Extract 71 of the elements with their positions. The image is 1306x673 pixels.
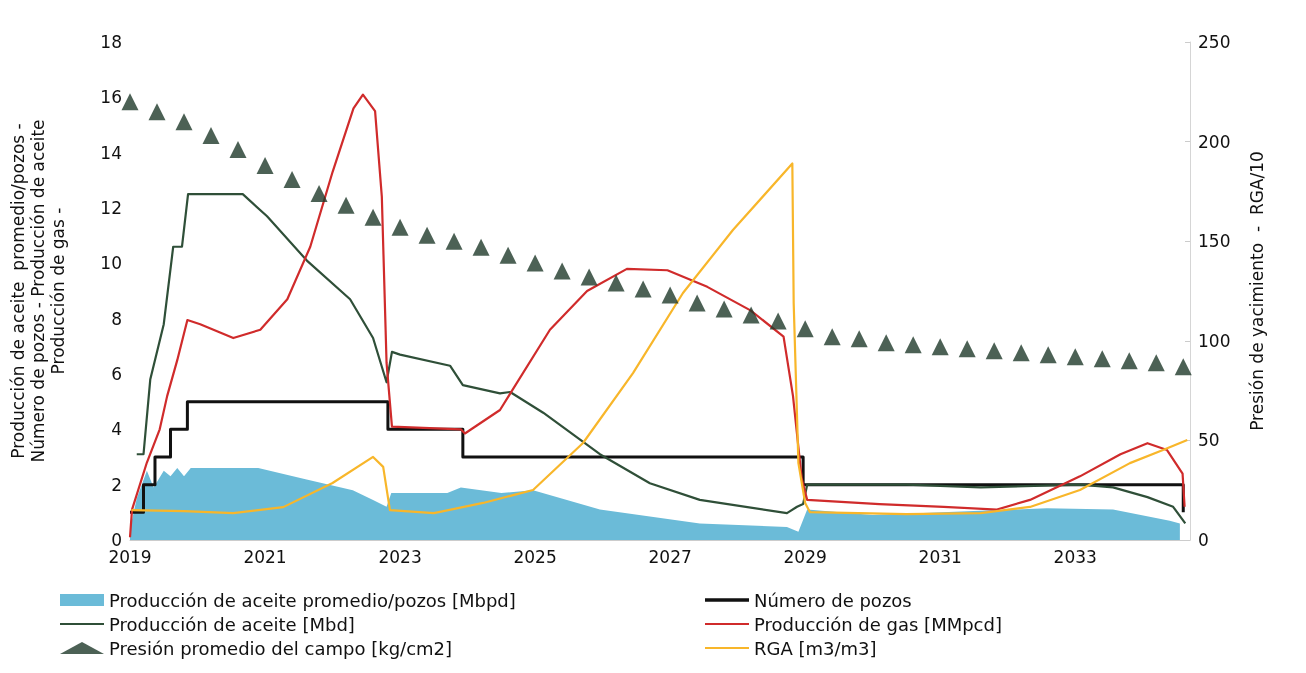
point — [337, 196, 355, 214]
point — [1093, 350, 1111, 368]
legend-label: Producción de aceite promedio/pozos [Mbpd] — [109, 589, 516, 611]
point — [931, 338, 949, 356]
point — [688, 294, 706, 312]
x-tick-label: 2027 — [648, 546, 692, 567]
point — [769, 312, 787, 330]
point — [742, 306, 760, 324]
point — [121, 93, 139, 111]
point — [499, 246, 517, 264]
y-tick-label: 2 — [111, 474, 122, 495]
x-tick-label: 2033 — [1053, 546, 1097, 567]
point — [472, 238, 490, 256]
point — [823, 328, 841, 346]
point — [391, 218, 409, 236]
point — [418, 226, 436, 244]
point — [175, 113, 193, 131]
point — [229, 141, 247, 159]
x-tick-label: 2025 — [513, 546, 557, 567]
y-tick-label: 6 — [111, 364, 122, 384]
point — [850, 330, 868, 348]
point — [1174, 358, 1192, 376]
legend-label: Producción de gas [MMpcd] — [754, 613, 1002, 635]
point — [1066, 348, 1084, 366]
point — [796, 320, 814, 338]
y2-tick-label: 250 — [1198, 32, 1231, 52]
y2-tick-label: 150 — [1198, 231, 1231, 252]
point — [1039, 346, 1057, 364]
y-tick-label: 10 — [100, 253, 122, 274]
point — [715, 300, 733, 318]
x-tick-label: 2021 — [243, 546, 287, 567]
y-tick-label: 12 — [100, 198, 122, 218]
y-axis-title: Producción de aceite promedio/pozos - Número de pozos - Producción de aceite Producción de gas - — [8, 119, 68, 463]
point — [553, 262, 571, 280]
y2-tick-label: 0 — [1198, 530, 1209, 550]
point — [661, 286, 679, 304]
point — [526, 254, 544, 272]
point — [1012, 344, 1030, 362]
legend-label: Presión promedio del campo [kg/cm2] — [109, 637, 453, 659]
point — [958, 340, 976, 358]
point — [607, 274, 625, 292]
point — [1120, 352, 1138, 370]
point — [283, 170, 301, 188]
point — [148, 103, 166, 121]
y-tick-label: 4 — [111, 419, 122, 440]
y-tick-label: 16 — [100, 87, 122, 108]
x-tick-label: 2031 — [918, 546, 962, 567]
y-tick-label: 14 — [100, 142, 122, 163]
x-tick-label: 2029 — [783, 546, 827, 567]
point — [256, 157, 274, 174]
point — [310, 184, 328, 202]
legend-label: Producción de aceite [Mbd] — [109, 613, 355, 635]
point — [1147, 354, 1165, 372]
point — [985, 342, 1003, 360]
point — [634, 280, 652, 298]
legend-label: RGA [m3/m3] — [754, 637, 877, 659]
point — [364, 208, 382, 226]
y2-axis-title: Presión de yacimiento - RGA/10 — [1246, 151, 1267, 431]
point — [877, 334, 895, 352]
x-tick-label: 2023 — [378, 546, 422, 567]
y2-tick-label: 100 — [1198, 330, 1231, 351]
y-tick-label: 18 — [100, 32, 122, 52]
legend-label: Número de pozos — [754, 589, 912, 611]
point — [904, 336, 922, 354]
y2-tick-label: 50 — [1198, 430, 1220, 451]
y-tick-label: 8 — [111, 308, 122, 329]
line-series — [128, 93, 1186, 539]
point — [445, 232, 463, 250]
point — [580, 268, 598, 286]
point — [202, 127, 220, 145]
y2-tick-label: 200 — [1198, 131, 1231, 152]
